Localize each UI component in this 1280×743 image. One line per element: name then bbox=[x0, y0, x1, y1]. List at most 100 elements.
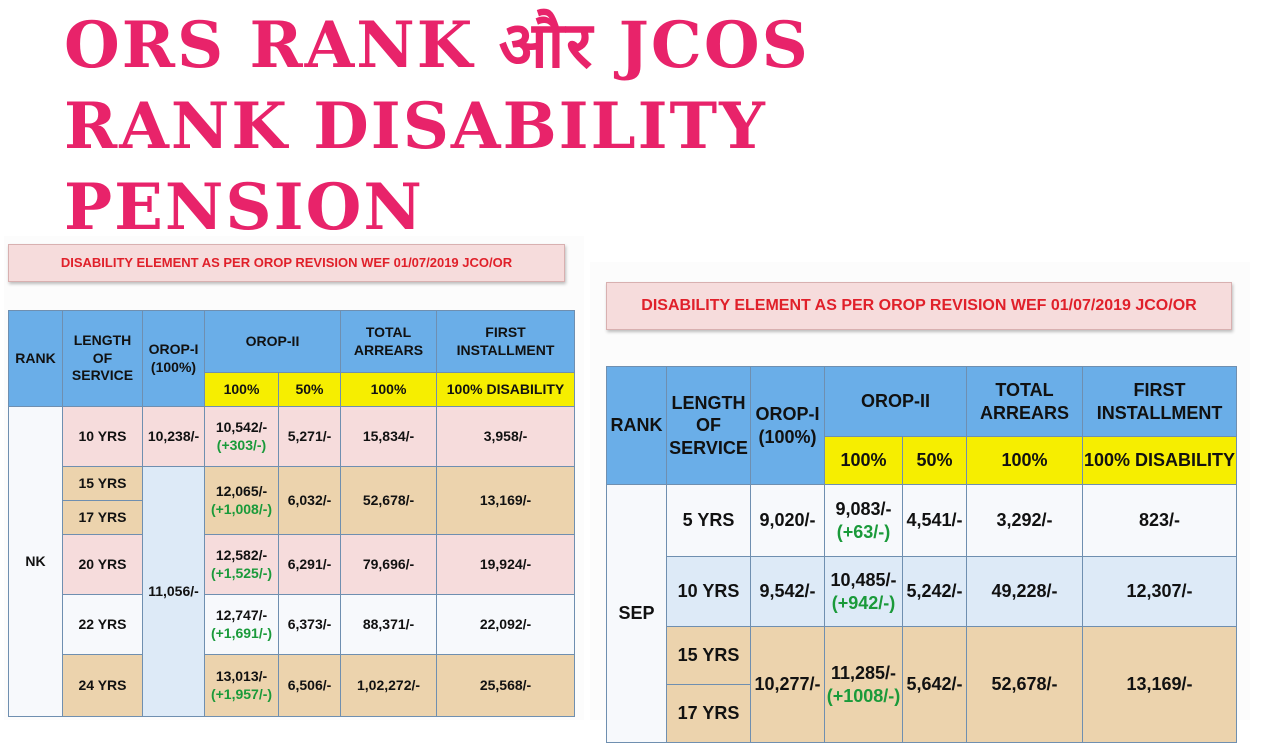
total-arrears-cell: 79,696/- bbox=[340, 534, 438, 595]
orop2-50-cell: 6,506/- bbox=[277, 654, 342, 717]
orop2-amount: 10,542/- bbox=[215, 419, 268, 435]
total-arrears-cell: 52,678/- bbox=[966, 626, 1084, 743]
orop2-change: (+303/-) bbox=[216, 436, 267, 453]
first-installment-cell: 823/- bbox=[1082, 484, 1238, 557]
orop2-50-cell: 6,291/- bbox=[277, 534, 342, 595]
los-cell: 5 YRS bbox=[666, 484, 751, 557]
first-installment-cell: 13,169/- bbox=[1082, 626, 1238, 743]
table-subheader-row: 100% 50% 100% 100% DISABILITY bbox=[607, 436, 1238, 485]
orop2-amount: 12,065/- bbox=[215, 483, 268, 499]
subheader-total-100: 100% bbox=[340, 372, 438, 407]
header-rank: RANK bbox=[8, 310, 63, 407]
los-cell: 15 YRS bbox=[666, 626, 751, 685]
los-cell: 10 YRS bbox=[62, 406, 143, 467]
orop2-change: (+942/-) bbox=[831, 592, 896, 613]
los-cell: 15 YRS bbox=[62, 466, 143, 501]
subheader-orop2-100: 100% bbox=[204, 372, 279, 407]
table-row: 10 YRS 9,542/- 10,485/- (+942/-) 5,242/- … bbox=[607, 556, 1238, 627]
headline-line-3: PENSION bbox=[64, 170, 424, 245]
header-total-arrears: TOTAL ARREARS bbox=[966, 366, 1084, 437]
table-row: 15 YRS 10,277/- 11,285/- (+1008/-) 5,642/… bbox=[607, 626, 1238, 743]
table-header-row: RANK LENGTH OF SERVICE OROP-I (100%) ORO… bbox=[606, 366, 1238, 485]
subheader-first-100-disability: 100% DISABILITY bbox=[436, 372, 576, 407]
orop2-100-cell: 11,285/- (+1008/-) bbox=[824, 626, 903, 743]
header-orop2: OROP-II bbox=[203, 310, 342, 373]
orop2-amount: 11,285/- bbox=[830, 663, 897, 683]
orop2-amount: 10,485/- bbox=[830, 570, 897, 590]
table-row: 17 YRS bbox=[9, 500, 575, 535]
orop1-shared-cell: 11,056/- bbox=[142, 466, 205, 717]
orop2-100-cell: 13,013/- (+1,957/-) bbox=[204, 654, 279, 717]
orop2-50-cell: 5,242/- bbox=[901, 556, 968, 627]
table-row: 20 YRS 12,582/- (+1,525/-) 6,291/- 79,696… bbox=[9, 534, 576, 595]
table-row: 24 YRS 13,013/- (+1,957/-) 6,506/- 1,02,2… bbox=[9, 654, 576, 717]
headline-line-2: RANK DISABILITY bbox=[64, 89, 767, 164]
left-table-banner: DISABILITY ELEMENT AS PER OROP REVISION … bbox=[8, 244, 565, 282]
total-arrears-cell: 88,371/- bbox=[340, 594, 438, 655]
orop2-amount: 12,747/- bbox=[215, 607, 268, 623]
header-orop1: OROP-I (100%) bbox=[750, 366, 825, 485]
table-header-row: RANK LENGTH OF SERVICE OROP-I (100%) ORO… bbox=[8, 310, 576, 407]
left-disability-table: RANK LENGTH OF SERVICE OROP-I (100%) ORO… bbox=[8, 310, 576, 717]
orop2-50-cell: 4,541/- bbox=[901, 484, 968, 557]
table-row: 22 YRS 12,747/- (+1,691/-) 6,373/- 88,371… bbox=[9, 594, 576, 655]
orop2-change: (+1,008/-) bbox=[210, 500, 273, 517]
rank-cell: NK bbox=[8, 406, 63, 717]
header-orop2: OROP-II bbox=[823, 366, 968, 437]
orop2-change: (+1,525/-) bbox=[210, 564, 273, 581]
subheader-first-100-disability: 100% DISABILITY bbox=[1082, 436, 1238, 485]
los-cell: 24 YRS bbox=[62, 654, 143, 717]
first-installment-cell: 3,958/- bbox=[436, 406, 576, 467]
total-arrears-cell: 49,228/- bbox=[966, 556, 1084, 627]
headline-line-1: ORS RANK और JCOS bbox=[64, 8, 810, 83]
orop2-change: (+1008/-) bbox=[826, 685, 901, 706]
total-arrears-cell: 52,678/- bbox=[340, 466, 438, 535]
los-cell: 17 YRS bbox=[666, 684, 751, 743]
right-disability-table: RANK LENGTH OF SERVICE OROP-I (100%) ORO… bbox=[606, 366, 1238, 743]
right-table-banner: DISABILITY ELEMENT AS PER OROP REVISION … bbox=[606, 282, 1232, 330]
table-row: 15 YRS 11,056/- 12,065/- (+1,008/-) 6,032… bbox=[9, 466, 576, 717]
rank-cell: SEP bbox=[606, 484, 667, 743]
orop2-amount: 12,582/- bbox=[215, 547, 268, 563]
orop2-100-cell: 12,065/- (+1,008/-) bbox=[204, 466, 279, 535]
header-first-installment: FIRST INSTALLMENT bbox=[436, 310, 576, 373]
header-first-installment: FIRST INSTALLMENT bbox=[1082, 366, 1238, 437]
subheader-orop2-50: 50% bbox=[901, 436, 968, 485]
orop2-change: (+1,691/-) bbox=[210, 624, 273, 641]
orop2-amount: 13,013/- bbox=[215, 668, 268, 684]
orop1-cell: 9,542/- bbox=[750, 556, 825, 627]
orop2-50-cell: 6,032/- bbox=[277, 466, 342, 535]
orop2-change: (+1,957/-) bbox=[210, 685, 273, 702]
orop2-50-cell: 5,271/- bbox=[277, 406, 342, 467]
table-subheader-row: 100% 50% 100% 100% DISABILITY bbox=[9, 372, 576, 407]
header-orop1: OROP-I (100%) bbox=[142, 310, 205, 407]
header-length-of-service: LENGTH OF SERVICE bbox=[666, 366, 751, 485]
first-installment-cell: 25,568/- bbox=[436, 654, 576, 717]
orop1-cell: 9,020/- bbox=[750, 484, 825, 557]
los-cell: 10 YRS bbox=[666, 556, 751, 627]
orop2-50-cell: 5,642/- bbox=[901, 626, 968, 743]
left-table-panel: DISABILITY ELEMENT AS PER OROP REVISION … bbox=[4, 236, 584, 720]
header-rank: RANK bbox=[606, 366, 667, 485]
orop2-100-cell: 9,083/- (+63/-) bbox=[824, 484, 903, 557]
header-length-of-service: LENGTH OF SERVICE bbox=[62, 310, 143, 407]
orop2-100-cell: 10,485/- (+942/-) bbox=[824, 556, 903, 627]
total-arrears-cell: 1,02,272/- bbox=[340, 654, 438, 717]
first-installment-cell: 13,169/- bbox=[436, 466, 576, 535]
subheader-total-100: 100% bbox=[966, 436, 1084, 485]
total-arrears-cell: 15,834/- bbox=[340, 406, 438, 467]
table-row: SEP 5 YRS 9,020/- 9,083/- (+63/-) 4,541/-… bbox=[606, 484, 1238, 743]
orop2-100-cell: 12,747/- (+1,691/-) bbox=[204, 594, 279, 655]
total-arrears-cell: 3,292/- bbox=[966, 484, 1084, 557]
orop1-cell: 10,277/- bbox=[750, 626, 825, 743]
orop2-amount: 9,083/- bbox=[835, 499, 892, 519]
los-cell: 17 YRS bbox=[62, 500, 143, 535]
table-row: NK 10 YRS 10,238/- 10,542/- (+303/-) 5,27… bbox=[8, 406, 576, 717]
orop2-change: (+63/-) bbox=[836, 521, 891, 542]
orop2-50-cell: 6,373/- bbox=[277, 594, 342, 655]
orop2-100-cell: 10,542/- (+303/-) bbox=[204, 406, 279, 467]
subheader-orop2-50: 50% bbox=[277, 372, 342, 407]
first-installment-cell: 19,924/- bbox=[436, 534, 576, 595]
first-installment-cell: 22,092/- bbox=[436, 594, 576, 655]
subheader-orop2-100: 100% bbox=[824, 436, 903, 485]
